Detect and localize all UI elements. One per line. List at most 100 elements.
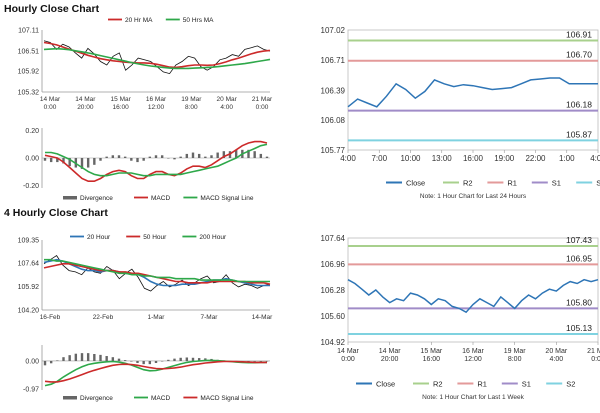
x-tick-label: 13:00 — [432, 154, 453, 163]
divergence-bar — [191, 152, 195, 158]
divergence-bar — [179, 357, 182, 361]
x-tick-label: 22-Feb — [93, 314, 114, 321]
x-tick-label: 19:00 — [494, 154, 515, 163]
x-tick-label: 14 Mar — [40, 96, 61, 103]
y-tick-label: 107.64 — [18, 261, 40, 268]
weekly_1h-panel: 107.64 106.96 106.28 105.60 104.92 107.43 106.… — [321, 234, 600, 401]
legend-label: 20 Hr MA — [125, 17, 153, 24]
divergence-bar — [93, 158, 96, 165]
divergence-bar — [93, 354, 96, 361]
y-tick-label: 0.20 — [25, 128, 39, 135]
y-tick-label: 109.35 — [18, 238, 40, 245]
x-tick-label: 20:00 — [381, 356, 399, 363]
x-tick-label: 20 Mar — [545, 348, 567, 355]
y-tick-label: 0.00 — [25, 156, 39, 163]
divergence-bar — [148, 360, 152, 365]
series-line-close — [43, 255, 271, 292]
divergence-bar — [117, 358, 121, 361]
x-tick-label: 20:00 — [77, 104, 94, 111]
divergence-bar — [49, 158, 53, 163]
legend-label: MACD — [151, 395, 170, 402]
divergence-bar — [197, 358, 201, 361]
level-label-r1: 106.95 — [566, 253, 592, 263]
x-tick-label: 0:00 — [256, 104, 269, 111]
divergence-bar — [43, 360, 47, 366]
divergence-bar — [111, 155, 115, 158]
divergence-bar — [253, 151, 256, 158]
level-label-s1: 105.80 — [566, 297, 592, 307]
x-tick-label: 12:00 — [148, 104, 165, 111]
legend-label: 20 Hour — [87, 234, 111, 241]
hourly_macd-panel: 0.20 0.00 -0.20 Divergence MACD MACD Signal L… — [23, 128, 270, 202]
x-tick-label: 22:00 — [525, 154, 546, 163]
divergence-bar — [185, 153, 189, 158]
x-tick-label: 14 Mar — [337, 348, 359, 355]
y-tick-label: -0.20 — [23, 183, 39, 190]
series-line-macd — [44, 140, 268, 182]
legend-label: MACD Signal Line — [200, 395, 253, 402]
divergence-bar — [167, 359, 170, 361]
legend-label: MACD — [151, 195, 170, 202]
y-tick-label: 0.00 — [25, 358, 39, 365]
divergence-bar — [265, 360, 269, 362]
divergence-bar — [253, 360, 256, 362]
legend-label: Close — [376, 380, 395, 389]
legend-label: R1 — [507, 179, 517, 188]
divergence-bar — [179, 156, 182, 158]
x-tick-label: 16:00 — [463, 154, 484, 163]
hourly_24h-panel: 107.02 106.71 106.39 106.08 105.77 106.91 106.… — [321, 26, 600, 200]
level-label-r1: 106.70 — [566, 50, 592, 60]
legend-swatch — [63, 396, 77, 400]
divergence-bar — [210, 155, 213, 158]
divergence-bar — [130, 360, 133, 362]
legend-label: S1 — [522, 380, 531, 389]
x-tick-label: 19 Mar — [504, 348, 526, 355]
level-label-r2: 106.91 — [566, 30, 592, 40]
plot-frame — [347, 237, 599, 343]
four_hourly_macd-panel: 0.00 -0.97 Divergence MACD MACD Signal Line — [23, 345, 270, 402]
divergence-bar — [105, 356, 108, 361]
y-tick-label: -0.97 — [23, 387, 39, 394]
divergence-bar — [247, 149, 250, 158]
x-tick-label: 16:00 — [113, 104, 130, 111]
divergence-bar — [86, 353, 90, 361]
level-label-s2: 105.13 — [566, 323, 592, 333]
legend-label: Close — [406, 179, 425, 188]
y-tick-label: 105.92 — [18, 284, 40, 291]
divergence-bar — [99, 158, 102, 161]
divergence-bar — [74, 353, 78, 361]
y-tick-label: 106.96 — [321, 260, 346, 269]
divergence-bar — [111, 357, 115, 361]
divergence-bar — [142, 158, 145, 161]
legend-label: Divergence — [80, 195, 113, 202]
series-line-close — [347, 77, 598, 108]
y-tick-label: 107.02 — [321, 26, 346, 35]
divergence-bar — [222, 151, 226, 158]
four-hourly-section-title: 4 Hourly Close Chart — [4, 207, 108, 219]
y-tick-label: 106.08 — [321, 116, 346, 125]
divergence-bar — [265, 156, 269, 158]
divergence-bar — [99, 354, 102, 361]
y-tick-label: 104.92 — [321, 338, 346, 347]
legend-label: R1 — [477, 380, 487, 389]
x-tick-label: 8:00 — [185, 104, 198, 111]
x-tick-label: 14 Mar — [379, 348, 401, 355]
legend-label: 50 Hrs MA — [183, 17, 214, 24]
divergence-bar — [216, 152, 219, 158]
level-label-s2: 105.87 — [566, 129, 592, 139]
x-tick-label: 12:00 — [464, 356, 482, 363]
x-tick-label: 15 Mar — [111, 96, 132, 103]
x-tick-label: 8:00 — [508, 356, 522, 363]
divergence-bar — [80, 158, 84, 169]
legend-label: R2 — [433, 380, 443, 389]
divergence-bar — [43, 158, 47, 161]
legend-swatch — [63, 196, 77, 200]
chart-note: Note: 1 Hour Chart for Last 24 Hours — [420, 193, 527, 200]
divergence-bar — [49, 360, 53, 364]
divergence-bar — [167, 158, 170, 159]
y-tick-label: 105.32 — [18, 90, 40, 97]
divergence-bar — [136, 360, 139, 363]
hourly-section-title: Hourly Close Chart — [4, 3, 100, 15]
level-label-r2: 107.43 — [566, 235, 592, 245]
